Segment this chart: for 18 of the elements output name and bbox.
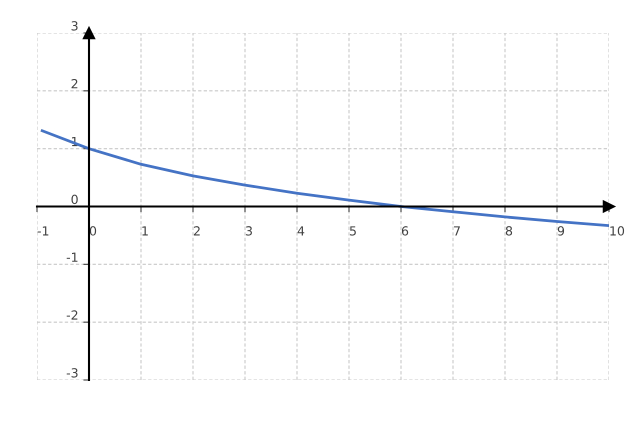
x-tick-label: 6 [402, 226, 408, 236]
x-tick-label: 9 [558, 226, 564, 236]
x-tick-label: 8 [506, 226, 512, 236]
x-tick-label: 2 [194, 226, 200, 236]
y-tick-label: -1 [66, 252, 78, 262]
x-tick-label: 3 [246, 226, 252, 236]
x-tick-label: 4 [298, 226, 304, 236]
y-tick-label: 2 [72, 78, 78, 88]
y-tick-label: -3 [66, 368, 78, 378]
x-tick-label: 1 [142, 226, 148, 236]
x-tick-label: 5 [350, 226, 356, 236]
y-tick-label: -2 [66, 310, 78, 320]
x-tick-label: -1 [38, 226, 48, 236]
y-tick-label: 3 [72, 21, 78, 31]
x-tick-label: 10 [610, 226, 624, 236]
x-tick-label: 0 [90, 226, 96, 236]
y-tick-label: 0 [71, 194, 78, 204]
x-tick-label: 7 [454, 226, 460, 236]
